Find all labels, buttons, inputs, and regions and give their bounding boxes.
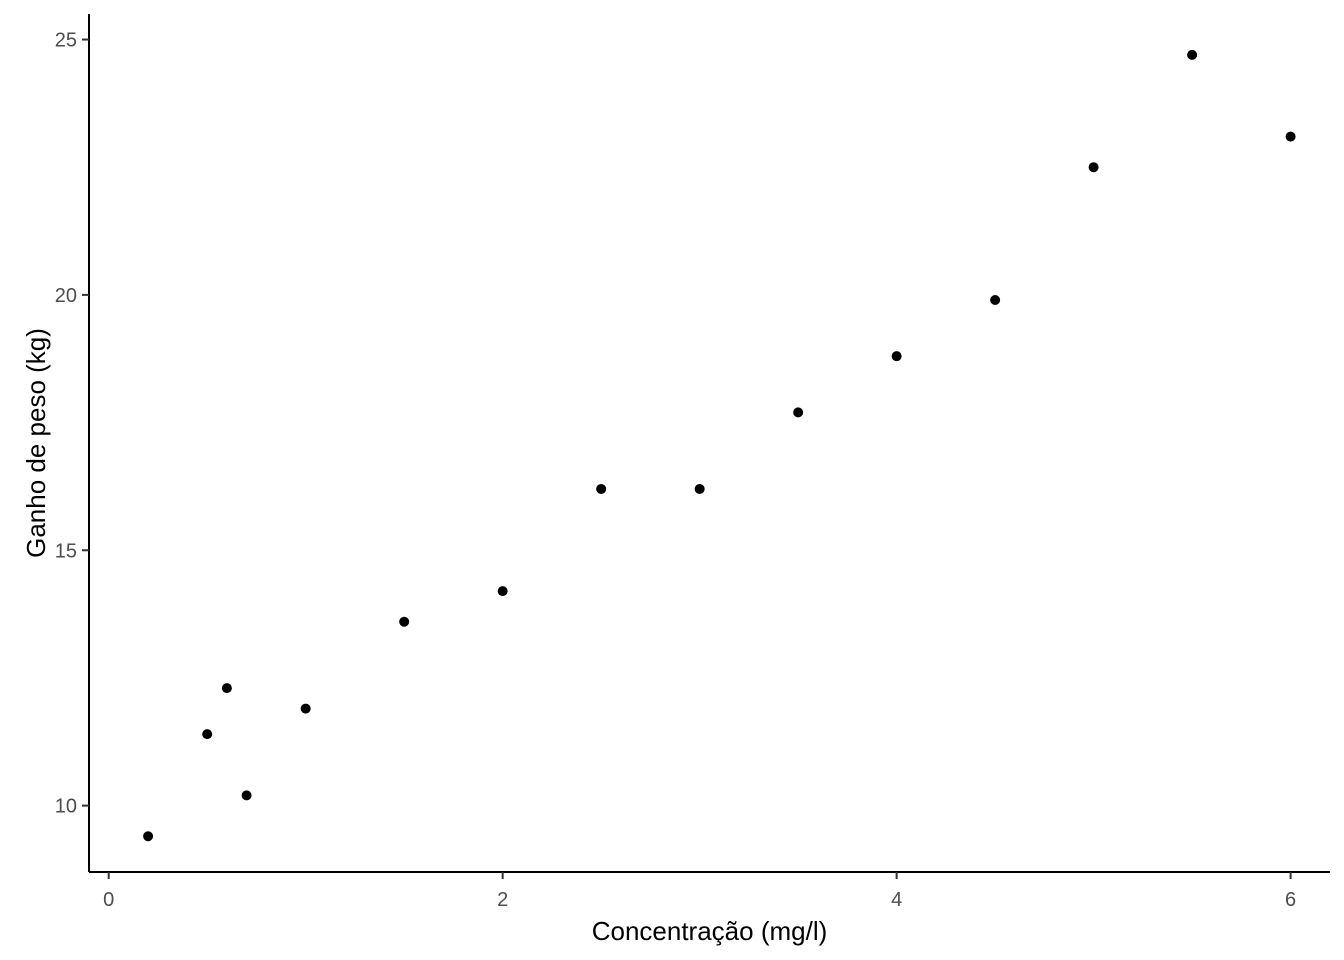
axes (88, 14, 1330, 873)
data-point (694, 483, 705, 494)
data-point (497, 586, 508, 597)
data-point (221, 683, 232, 694)
y-tick-label: 10 (55, 796, 77, 818)
data-points (143, 49, 1296, 842)
data-point (300, 703, 311, 714)
x-axis-ticks: 0 2 4 6 (103, 872, 1296, 911)
y-tick-label: 20 (55, 285, 77, 307)
x-tick-label: 2 (497, 889, 508, 911)
y-axis-title: Ganho de peso (kg) (21, 328, 51, 558)
data-point (143, 831, 154, 842)
y-tick-label: 25 (55, 30, 77, 52)
data-point (990, 295, 1001, 305)
data-point (1187, 49, 1198, 60)
data-point (891, 351, 902, 362)
data-point (596, 483, 607, 494)
x-axis-title: Concentração (mg/l) (592, 916, 828, 946)
data-point (202, 729, 213, 740)
y-tick-label: 15 (55, 540, 77, 562)
x-tick-label: 4 (891, 889, 902, 911)
data-point (1088, 162, 1099, 173)
data-point (399, 616, 410, 627)
x-tick-label: 6 (1285, 889, 1296, 911)
x-tick-label: 0 (103, 889, 114, 911)
y-axis-ticks: 10 15 20 25 (55, 30, 89, 818)
data-point (241, 790, 252, 801)
data-point (793, 407, 804, 418)
data-point (1285, 131, 1296, 142)
